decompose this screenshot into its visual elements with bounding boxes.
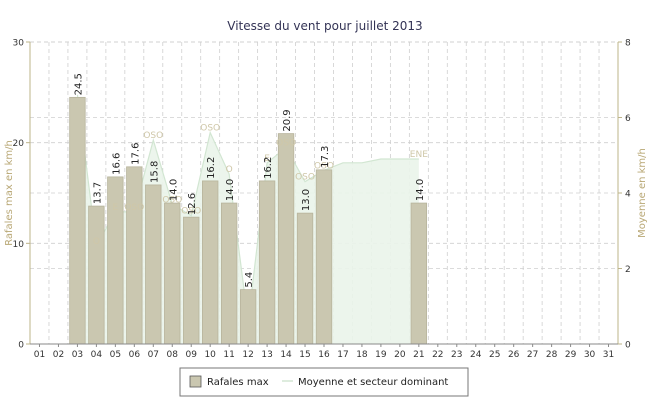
x-tick-label: 22 bbox=[432, 350, 443, 360]
x-tick-label: 28 bbox=[546, 350, 558, 360]
chart-title: Vitesse du vent pour juillet 2013 bbox=[227, 19, 422, 33]
y-tick-label: 10 bbox=[13, 240, 25, 250]
x-tick-label: 20 bbox=[394, 350, 406, 360]
x-tick-label: 24 bbox=[470, 350, 482, 360]
x-tick-label: 07 bbox=[148, 350, 159, 360]
bar-rafales bbox=[164, 202, 181, 345]
x-tick-label: 13 bbox=[261, 350, 272, 360]
sector-label: ENE bbox=[410, 150, 428, 160]
bar-value-label: 5.4 bbox=[244, 272, 255, 288]
sector-label: O bbox=[93, 237, 100, 247]
x-tick-label: 08 bbox=[167, 350, 179, 360]
sector-label: OSO bbox=[143, 131, 163, 141]
bar-rafales bbox=[88, 205, 105, 345]
sector-label: OSO bbox=[200, 124, 220, 134]
bar-rafales bbox=[296, 212, 314, 345]
y-axis-label: Rafales max en km/h bbox=[4, 140, 15, 246]
bar-value-label: 15.8 bbox=[149, 161, 160, 183]
bar-value-label: 13.7 bbox=[92, 182, 103, 204]
bar-value-label: 16.2 bbox=[206, 157, 217, 179]
x-tick-label: 10 bbox=[204, 350, 216, 360]
x-tick-label: 23 bbox=[451, 350, 462, 360]
bar-value-label: 14.0 bbox=[168, 179, 179, 201]
data-label-layer: O E OSO OSO OSO OSO OSO O E OSO OSO OSO ENE 24.5 13.7 1… bbox=[73, 73, 428, 288]
sector-label: E bbox=[264, 154, 270, 164]
bar-rafales bbox=[239, 289, 257, 345]
x-tick-label: 01 bbox=[34, 350, 45, 360]
legend-label-rafales: Rafales max bbox=[207, 377, 269, 388]
x-tick-label: 02 bbox=[53, 350, 64, 360]
x-tick-label: 05 bbox=[110, 350, 121, 360]
average-area bbox=[77, 94, 419, 344]
x-tick-label: 12 bbox=[242, 350, 253, 360]
sector-label: OSO bbox=[181, 207, 201, 217]
bar-value-label: 14.0 bbox=[415, 179, 426, 201]
bar-rafales bbox=[202, 180, 219, 345]
bar-rafales bbox=[277, 133, 295, 345]
x-tick-label: 31 bbox=[603, 350, 614, 360]
x-tick-label: 03 bbox=[72, 350, 83, 360]
bar-value-label: 13.0 bbox=[301, 189, 312, 211]
y-tick-label: 0 bbox=[18, 341, 24, 351]
y-tick-label: 30 bbox=[13, 39, 25, 49]
bar-rafales bbox=[220, 202, 238, 345]
x-tick-label: 09 bbox=[185, 350, 197, 360]
bar-rafales bbox=[69, 96, 86, 345]
bar-value-label: 17.6 bbox=[130, 143, 141, 165]
y2-tick-label: 4 bbox=[625, 190, 631, 200]
x-tick-label: 18 bbox=[356, 350, 368, 360]
sector-label: O bbox=[226, 165, 233, 175]
x-tick-label: 26 bbox=[508, 350, 520, 360]
sector-label: OSO bbox=[314, 161, 334, 171]
legend-label-moyenne: Moyenne et secteur dominant bbox=[298, 377, 448, 388]
sector-label: OSO bbox=[162, 195, 182, 205]
bar-rafales bbox=[410, 202, 428, 345]
sector-label: OSO bbox=[295, 173, 315, 183]
bar-rafales bbox=[258, 180, 276, 345]
y2-tick-label: 6 bbox=[625, 114, 631, 124]
x-tick-label: 29 bbox=[565, 350, 577, 360]
x-tick-label: 25 bbox=[489, 350, 500, 360]
sector-label: OSO bbox=[276, 139, 296, 149]
y2-tick-label: 8 bbox=[625, 39, 631, 49]
y-tick-label: 20 bbox=[13, 139, 25, 149]
x-tick-label: 21 bbox=[413, 350, 424, 360]
x-tick-label: 16 bbox=[318, 350, 330, 360]
bar-rafales bbox=[145, 184, 162, 345]
y2-tick-label: 0 bbox=[625, 341, 631, 351]
bar-value-label: 16.2 bbox=[263, 157, 274, 179]
bar-value-label: 12.6 bbox=[187, 193, 198, 215]
bar-rafales bbox=[183, 216, 200, 345]
bar-layer bbox=[69, 96, 428, 345]
bar-value-label: 14.0 bbox=[225, 179, 236, 201]
bar-value-label: 20.9 bbox=[282, 109, 293, 131]
bar-rafales bbox=[126, 166, 143, 345]
bar-value-label: 24.5 bbox=[73, 73, 84, 95]
x-tick-label: 17 bbox=[337, 350, 348, 360]
sector-label: OSO bbox=[124, 203, 144, 213]
y2-tick-label: 2 bbox=[625, 265, 631, 275]
x-tick-label: 14 bbox=[280, 350, 292, 360]
legend-swatch-rafales bbox=[189, 375, 202, 388]
x-tick-label: 06 bbox=[129, 350, 141, 360]
legend-frame bbox=[179, 367, 469, 397]
sector-label: E bbox=[113, 203, 119, 213]
x-tick-label: 11 bbox=[223, 350, 234, 360]
x-tick-label: 27 bbox=[527, 350, 538, 360]
y2-axis-label: Moyenne en km/h bbox=[637, 148, 648, 238]
bar-rafales bbox=[315, 169, 333, 345]
legend: Rafales max Moyenne et secteur dominant bbox=[179, 367, 469, 397]
bar-value-label: 17.3 bbox=[320, 146, 331, 168]
bar-value-label: 16.6 bbox=[111, 153, 122, 175]
x-tick-label: 30 bbox=[584, 350, 596, 360]
x-tick-label: 19 bbox=[375, 350, 387, 360]
x-tick-label: 15 bbox=[299, 350, 310, 360]
x-tick-label: 04 bbox=[91, 350, 103, 360]
